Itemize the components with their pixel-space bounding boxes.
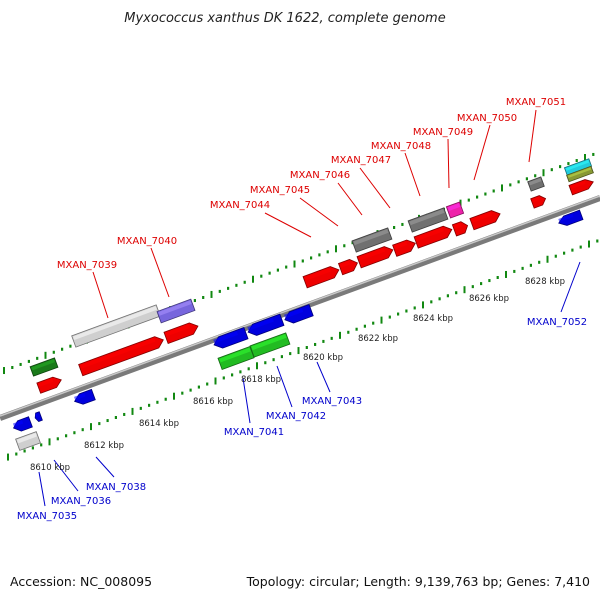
- leader-line: [299, 197, 339, 227]
- gene-olive: [566, 165, 594, 183]
- gene-purple: [156, 298, 196, 324]
- gene-label-mxan-7039[interactable]: MXAN_7039: [57, 260, 117, 271]
- gene-label-mxan-7045[interactable]: MXAN_7045: [250, 185, 310, 196]
- gene-label-mxan-7048[interactable]: MXAN_7048: [371, 141, 431, 152]
- gene-label-layer: MXAN_7039 MXAN_7040 MXAN_7044 MXAN_7045 MXAN…: [17, 97, 587, 522]
- reverse-tick-track: [7, 239, 599, 461]
- gene-mxan-7044: [302, 266, 340, 289]
- gene-label-mxan-7042[interactable]: MXAN_7042: [266, 411, 326, 422]
- gene-magenta: [445, 201, 465, 219]
- gene-label-mxan-7052[interactable]: MXAN_7052: [527, 317, 587, 328]
- gene-dark-green: [29, 357, 59, 377]
- leader-line: [92, 271, 109, 319]
- kbp-scale-label: 8614 kbp: [139, 419, 179, 429]
- leader-line: [528, 109, 537, 163]
- gene-mxan-7035: [12, 416, 33, 432]
- gene-mxan-7050: [469, 210, 501, 231]
- leader-line: [38, 471, 46, 507]
- gene-gray: [527, 176, 545, 192]
- leader-line: [150, 247, 170, 298]
- gene-gray: [351, 227, 393, 253]
- gene-blue: [74, 388, 96, 405]
- leader-line: [560, 261, 581, 313]
- gene-label-mxan-7051[interactable]: MXAN_7051: [506, 97, 566, 108]
- leader-line: [337, 182, 363, 216]
- gene-blue: [34, 411, 43, 422]
- gene-label-mxan-7049[interactable]: MXAN_7049: [413, 127, 473, 138]
- kbp-scale-label: 8610 kbp: [30, 463, 70, 473]
- gene-green: [217, 346, 255, 370]
- leader-line: [447, 138, 450, 189]
- leader-line: [316, 361, 331, 393]
- map-title: Myxococcus xanthus DK 1622, complete gen…: [124, 11, 445, 26]
- gene-mxan-7051: [530, 195, 547, 209]
- gene-mxan-7045: [337, 259, 358, 276]
- gene-mxan-7052: [558, 209, 584, 226]
- kbp-scale-label: 8616 kbp: [193, 397, 233, 407]
- accession-text: Accession: NC_008095: [10, 574, 152, 589]
- gene-cyan: [563, 158, 593, 176]
- leader-line: [276, 365, 293, 408]
- gene-label-mxan-7041[interactable]: MXAN_7041: [224, 427, 284, 438]
- gene-green: [249, 332, 291, 358]
- gene-red: [36, 376, 62, 394]
- gene-red: [568, 179, 594, 196]
- gene-label-mxan-7036[interactable]: MXAN_7036: [51, 496, 111, 507]
- kbp-scale-label: 8612 kbp: [84, 441, 124, 451]
- leader-line: [242, 377, 251, 424]
- kbp-scale-label: 8620 kbp: [303, 353, 343, 363]
- gene-mxan-7049: [451, 221, 469, 237]
- scale-label-layer: 8610 kbp 8612 kbp 8614 kbp 8616 kbp 8618 kbp…: [30, 277, 565, 473]
- gene-mxan-7047: [392, 239, 416, 257]
- gene-label-mxan-7040[interactable]: MXAN_7040: [117, 236, 177, 247]
- gene-mxan-7036: [15, 431, 41, 451]
- gene-label-mxan-7035[interactable]: MXAN_7035: [17, 511, 77, 522]
- leader-line: [404, 152, 421, 197]
- gene-label-mxan-7046[interactable]: MXAN_7046: [290, 170, 350, 181]
- gene-gray: [407, 207, 449, 233]
- gene-label-mxan-7038[interactable]: MXAN_7038: [86, 482, 146, 493]
- kbp-scale-label: 8626 kbp: [469, 294, 509, 304]
- gene-label-mxan-7047[interactable]: MXAN_7047: [331, 155, 391, 166]
- gene-mxan-7042: [247, 313, 285, 336]
- genome-backbone: [0, 195, 600, 421]
- gene-mxan-7043: [284, 304, 314, 324]
- leader-line: [53, 459, 79, 492]
- label-leader-layer: [38, 109, 581, 507]
- leader-line: [359, 167, 391, 209]
- kbp-scale-label: 8618 kbp: [241, 375, 281, 385]
- gene-red: [163, 322, 199, 344]
- gene-label-mxan-7043[interactable]: MXAN_7043: [302, 396, 362, 407]
- leader-line: [473, 124, 491, 181]
- gene-label-mxan-7044[interactable]: MXAN_7044: [210, 200, 270, 211]
- kbp-scale-label: 8622 kbp: [358, 334, 398, 344]
- gene-mxan-7040: [78, 336, 164, 377]
- genome-stats-text: Topology: circular; Length: 9,139,763 bp…: [246, 574, 590, 589]
- gene-feature-layer: [12, 158, 594, 451]
- gene-mxan-7041: [213, 327, 249, 349]
- gene-label-mxan-7050[interactable]: MXAN_7050: [457, 113, 517, 124]
- gene-mxan-7048: [413, 225, 453, 249]
- leader-line: [264, 212, 312, 238]
- kbp-scale-label: 8624 kbp: [413, 314, 453, 324]
- kbp-scale-label: 8628 kbp: [525, 277, 565, 287]
- leader-line: [95, 456, 115, 478]
- gene-mxan-7046: [356, 246, 394, 269]
